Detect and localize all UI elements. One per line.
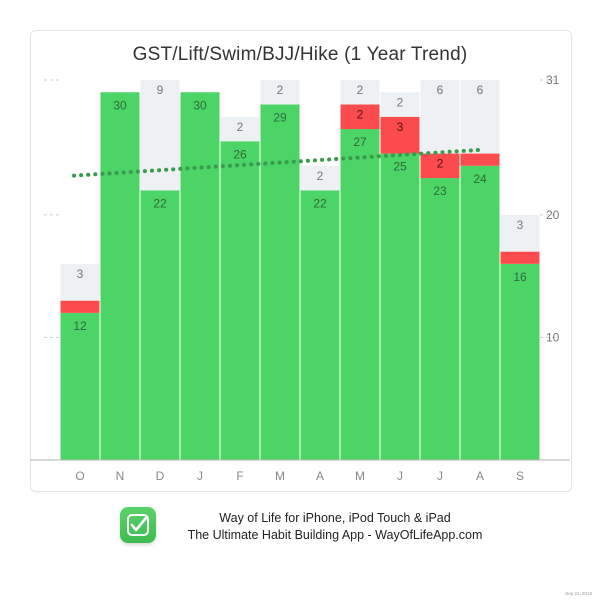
- bar-nodata-11: [500, 214, 540, 252]
- bar-missed-7: [340, 104, 380, 130]
- bar-nodata-9: [420, 80, 460, 154]
- data-label-done: 27: [353, 135, 367, 149]
- bar-done-1: [100, 92, 140, 461]
- data-label-done: 29: [273, 111, 287, 125]
- data-label-done: 22: [153, 196, 167, 210]
- x-tick-label: J: [437, 469, 443, 483]
- footer-line-2: The Ultimate Habit Building App - WayOfL…: [187, 528, 483, 542]
- data-label-nodata: 6: [437, 83, 444, 97]
- bar-nodata-10: [460, 80, 500, 154]
- bar-done-9: [420, 178, 460, 460]
- bar-nodata-7: [340, 80, 380, 105]
- x-tick-label: M: [275, 469, 285, 483]
- x-tick-label: J: [397, 469, 403, 483]
- data-label-done: 26: [233, 147, 247, 161]
- bar-missed-0: [60, 300, 100, 313]
- data-label-nodata: 2: [277, 83, 284, 97]
- bar-done-0: [60, 312, 100, 460]
- bar-nodata-8: [380, 92, 420, 117]
- data-label-missed: 3: [397, 120, 404, 134]
- data-label-nodata: 2: [397, 95, 404, 109]
- bar-missed-9: [420, 153, 460, 179]
- x-tick-label: D: [156, 469, 165, 483]
- x-tick-label: N: [116, 469, 125, 483]
- data-label-done: 30: [193, 98, 207, 112]
- bar-done-7: [340, 129, 380, 460]
- bar-nodata-6: [300, 165, 340, 191]
- y-tick-label: 10: [546, 330, 560, 344]
- data-label-nodata: 2: [317, 169, 324, 183]
- data-label-missed: 2: [437, 157, 444, 171]
- bar-done-11: [500, 263, 540, 460]
- bar-nodata-5: [260, 80, 300, 105]
- bar-missed-11: [500, 251, 540, 264]
- data-label-nodata: 2: [357, 83, 364, 97]
- data-label-nodata: 9: [157, 83, 164, 97]
- x-tick-label: O: [75, 469, 84, 483]
- data-label-done: 30: [113, 98, 127, 112]
- bar-nodata-4: [220, 116, 260, 142]
- data-label-done: 22: [313, 196, 327, 210]
- bar-missed-10: [460, 153, 500, 166]
- checkmark-icon: [127, 514, 149, 536]
- export-date: Sep 21, 2018: [565, 591, 592, 596]
- x-tick-label: J: [197, 469, 203, 483]
- bar-nodata-0: [60, 263, 100, 301]
- data-label-nodata: 3: [77, 267, 84, 281]
- data-label-done: 12: [73, 319, 87, 333]
- bar-missed-8: [380, 116, 420, 154]
- data-label-done: 25: [393, 160, 407, 174]
- x-tick-label: F: [236, 469, 243, 483]
- data-label-done: 24: [473, 172, 487, 186]
- bar-done-4: [220, 141, 260, 460]
- data-label-done: 23: [433, 184, 447, 198]
- bar-done-3: [180, 92, 220, 461]
- bar-done-5: [260, 104, 300, 461]
- y-tick-label: 31: [546, 73, 560, 87]
- data-label-nodata: 2: [237, 120, 244, 134]
- data-label-nodata: 3: [517, 218, 524, 232]
- bar-done-8: [380, 153, 420, 460]
- bar-done-2: [140, 190, 180, 461]
- bar-done-10: [460, 165, 500, 460]
- x-tick-label: M: [355, 469, 365, 483]
- x-tick-label: A: [476, 469, 484, 483]
- data-label-nodata: 6: [477, 83, 484, 97]
- footer-line-1: Way of Life for iPhone, iPod Touch & iPa…: [219, 511, 451, 525]
- x-tick-label: S: [516, 469, 524, 483]
- app-icon[interactable]: [120, 507, 156, 543]
- chart-title: GST/Lift/Swim/BJJ/Hike (1 Year Trend): [132, 44, 468, 65]
- data-label-done: 16: [513, 270, 527, 284]
- footer-text: Way of Life for iPhone, iPod Touch & iPa…: [170, 510, 500, 544]
- y-tick-label: 20: [546, 208, 560, 222]
- data-label-missed: 2: [357, 108, 364, 122]
- bar-done-6: [300, 190, 340, 461]
- trend-line: [72, 147, 482, 178]
- x-tick-label: A: [316, 469, 324, 483]
